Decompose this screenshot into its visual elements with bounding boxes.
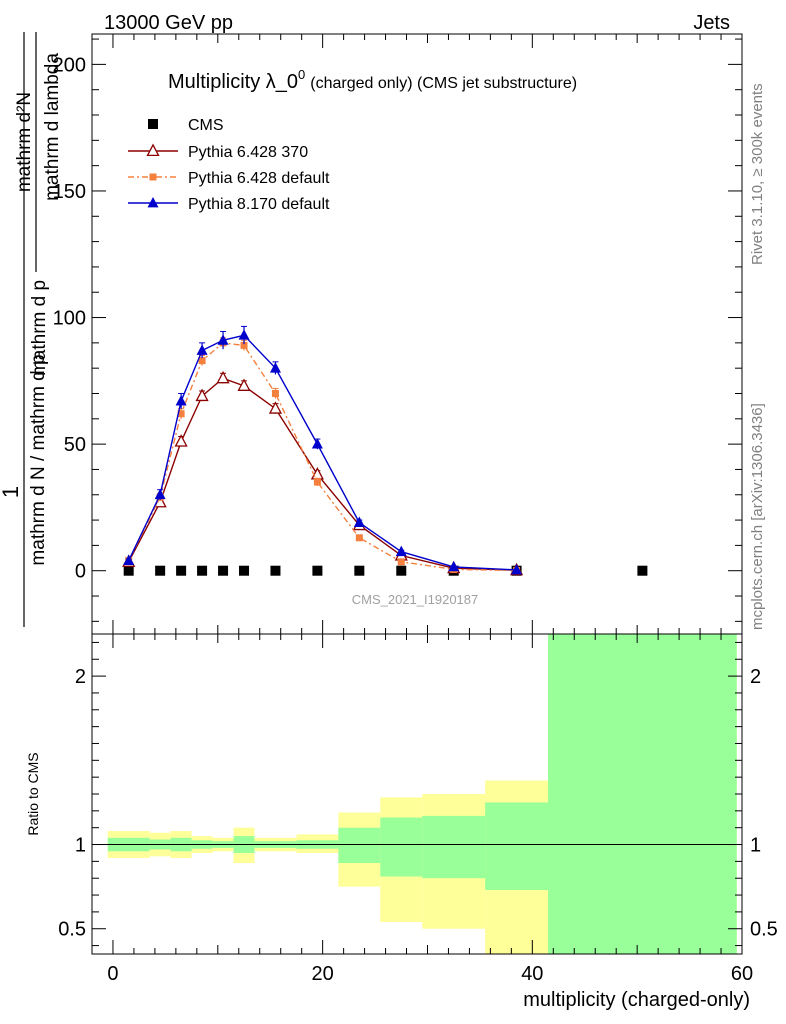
main-title: Multiplicity λ_00 (charged only) (CMS jet… bbox=[168, 67, 577, 93]
legend-item-2: Pythia 6.428 default bbox=[128, 170, 330, 187]
pythia6-370-point bbox=[268, 401, 283, 414]
pythia8-point bbox=[175, 395, 187, 406]
pythia6-default-point bbox=[177, 410, 185, 418]
main-title-suffix: (charged only) (CMS jet substructure) bbox=[310, 75, 577, 92]
ratio-frame bbox=[91, 633, 743, 955]
ratio-ytick-label-left: 2 bbox=[75, 666, 86, 688]
cms-point bbox=[270, 565, 281, 576]
cms-point bbox=[312, 565, 323, 576]
ratio-band-inner bbox=[422, 815, 486, 879]
cms-point bbox=[218, 565, 229, 576]
ratio-ylabel: Ratio to CMS bbox=[25, 752, 41, 835]
analysis-watermark: CMS_2021_I1920187 bbox=[352, 592, 479, 607]
main-ytick-label: 200 bbox=[53, 54, 86, 76]
ylabel-numerator: 1 bbox=[0, 486, 23, 498]
ratio-bands bbox=[107, 634, 737, 954]
ylabel-main-numerator: mathrm d²N bbox=[14, 92, 35, 192]
legend-item-1: Pythia 6.428 370 bbox=[128, 143, 308, 161]
pythia8-point bbox=[353, 516, 365, 528]
legend-item-3: Pythia 8.170 default bbox=[128, 196, 330, 213]
main-ytick-label: 50 bbox=[64, 434, 86, 456]
ratio-band-inner bbox=[338, 827, 381, 864]
cms-point bbox=[396, 565, 407, 576]
x-tick-label: 20 bbox=[312, 963, 334, 985]
pythia8-point bbox=[147, 196, 159, 208]
main-ytick-label: 0 bbox=[75, 561, 86, 583]
ylabel-main-denominator: mathrm d lambda bbox=[42, 53, 63, 201]
cms-point bbox=[123, 565, 134, 576]
cms-point bbox=[148, 119, 158, 129]
main-title-text: Multiplicity λ_0 bbox=[168, 71, 298, 93]
main-title-superscript: 0 bbox=[298, 67, 305, 82]
legend-label: Pythia 6.428 370 bbox=[188, 144, 308, 161]
pythia8-point bbox=[269, 362, 281, 373]
ratio-ytick-label-right: 1 bbox=[750, 835, 761, 857]
pythia8-point bbox=[238, 329, 250, 340]
legend-label: Pythia 8.170 default bbox=[188, 196, 330, 213]
rivet-label: Rivet 3.1.10, ≥ 300k events bbox=[749, 83, 766, 265]
pythia8-point bbox=[123, 554, 135, 565]
legend-label: CMS bbox=[188, 117, 224, 134]
cms-point bbox=[637, 565, 648, 576]
series-line bbox=[128, 342, 517, 572]
energy-label: 13000 GeV pp bbox=[104, 12, 233, 34]
pythia6-370-point bbox=[216, 370, 230, 384]
ratio-ytick-label-left: 1 bbox=[75, 835, 86, 857]
x-tick-label: 0 bbox=[107, 963, 118, 985]
main-ylabel: 1 mathrm d N / mathrm d p mathrm d p mat… bbox=[0, 32, 63, 627]
pythia6-370-point bbox=[237, 378, 251, 391]
pythia6-370-point bbox=[146, 143, 160, 157]
ratio-band-inner bbox=[485, 802, 549, 890]
ratio-ytick-label-right: 0.5 bbox=[750, 919, 778, 941]
pythia8-point bbox=[217, 334, 229, 345]
ratio-band-inner bbox=[380, 817, 423, 877]
legend-label: Pythia 6.428 default bbox=[188, 170, 330, 187]
cms-point bbox=[197, 565, 208, 576]
cms-point bbox=[176, 565, 187, 576]
pythia8-point bbox=[511, 563, 523, 575]
main-ticks: 0 50 100 150 200 bbox=[53, 34, 743, 634]
pythia6-default-point bbox=[397, 558, 405, 566]
main-ytick-label: 100 bbox=[53, 308, 86, 330]
pythia6-370-point bbox=[195, 388, 209, 402]
pythia8-point bbox=[311, 438, 323, 449]
series-line bbox=[128, 334, 517, 571]
ylabel-middle: mathrm d p bbox=[29, 280, 50, 376]
ylabel-denominator: mathrm d N / mathrm d p bbox=[28, 354, 49, 565]
series-3 bbox=[123, 325, 523, 575]
cms-point bbox=[155, 565, 166, 576]
pythia6-default-point bbox=[149, 173, 157, 181]
ratio-ytick-label-left: 0.5 bbox=[58, 919, 86, 941]
x-axis-label: multiplicity (charged-only) bbox=[523, 989, 750, 1011]
pythia6-default-point bbox=[198, 357, 206, 365]
series-line bbox=[128, 377, 517, 571]
series-0 bbox=[123, 565, 648, 576]
main-series bbox=[122, 325, 648, 576]
pythia6-default-point bbox=[355, 534, 363, 542]
main-ytick-label: 150 bbox=[53, 181, 86, 203]
ratio-band-inner bbox=[548, 634, 737, 954]
ratio-ticks: 0.5 0.51 12 20 20 40 60 bbox=[58, 634, 778, 985]
cms-point bbox=[239, 565, 250, 576]
ratio-panel: 0.5 0.51 12 20 20 40 60 Ratio to CMS multiplic… bbox=[25, 633, 778, 1011]
category-label: Jets bbox=[693, 12, 730, 34]
ratio-ytick-label-right: 2 bbox=[750, 666, 761, 688]
cms-point bbox=[354, 565, 365, 576]
pythia6-370-point bbox=[174, 434, 188, 447]
legend-item-0: CMS bbox=[148, 117, 224, 134]
pythia8-point bbox=[395, 545, 407, 557]
x-tick-label: 40 bbox=[521, 963, 543, 985]
pythia8-point bbox=[154, 488, 166, 500]
pythia8-point bbox=[448, 560, 460, 572]
pythia6-default-point bbox=[271, 389, 279, 397]
pythia8-point bbox=[196, 344, 208, 355]
x-tick-label: 60 bbox=[731, 963, 753, 985]
pythia6-default-point bbox=[313, 478, 321, 486]
legend: CMS Pythia 6.428 370 Pythia 6.428 default P… bbox=[128, 117, 330, 213]
mcplots-label: mcplots.cern.ch [arXiv:1306.3436] bbox=[749, 403, 766, 630]
pythia6-default-point bbox=[240, 341, 248, 349]
series-2 bbox=[125, 337, 521, 574]
